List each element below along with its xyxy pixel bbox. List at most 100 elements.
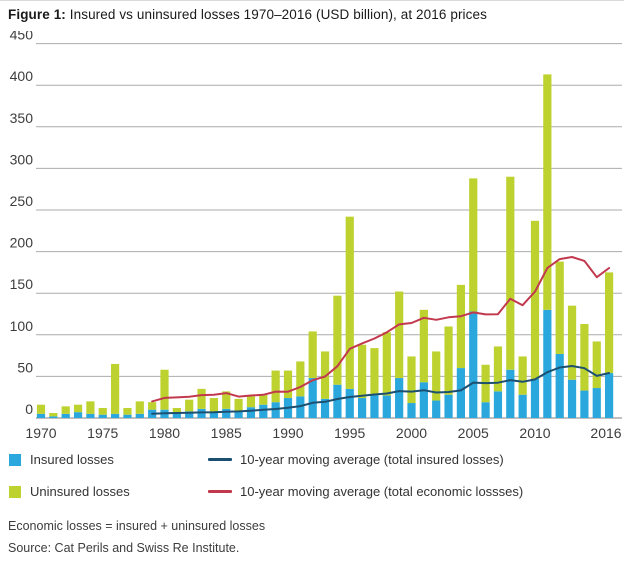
bar-insured-2007 <box>493 391 503 418</box>
bar-uninsured-2001 <box>419 309 428 383</box>
bar-uninsured-1997 <box>370 348 379 395</box>
x-tick-1985: 1985 <box>211 425 242 441</box>
bar-insured-2002 <box>432 400 441 418</box>
bar-uninsured-1998 <box>382 332 391 396</box>
bar-insured-2004 <box>456 368 465 418</box>
bar-insured-1975 <box>98 414 107 418</box>
x-axis-labels: 1970 1975 1980 1985 1990 1995 2000 2005 2010 2016 <box>25 425 621 441</box>
bar-uninsured-2014 <box>580 323 589 391</box>
y-tick-250: 250 <box>10 193 34 209</box>
bar-uninsured-1973 <box>73 404 83 413</box>
bar-insured-1987 <box>246 407 256 418</box>
figure-number-label: Figure 1: <box>8 7 66 22</box>
bar-insured-2009 <box>518 394 527 418</box>
bar-uninsured-2008 <box>506 176 515 370</box>
bar-uninsured-1978 <box>135 401 144 414</box>
bar-uninsured-1972 <box>61 406 70 414</box>
bar-uninsured-2009 <box>518 356 527 395</box>
ma-insured-line <box>151 365 611 415</box>
ma-insured-line-icon <box>208 458 232 461</box>
bar-insured-1988 <box>259 404 268 418</box>
bar-insured-1992 <box>308 378 317 418</box>
bar-insured-2011 <box>543 309 552 418</box>
bar-insured-1976 <box>111 413 120 418</box>
bar-insured-1978 <box>135 413 144 418</box>
bar-uninsured-1999 <box>395 291 404 379</box>
bar-insured-1996 <box>358 398 367 418</box>
x-tick-2016: 2016 <box>590 425 621 441</box>
bar-uninsured-1976 <box>111 363 120 414</box>
legend-uninsured-label: Uninsured losses <box>30 484 130 499</box>
x-tick-1995: 1995 <box>334 425 365 441</box>
legend-ma-insured-label: 10-year moving average (total insured lo… <box>240 452 504 467</box>
bar-insured-2010 <box>530 378 540 418</box>
legend-item-uninsured: Uninsured losses <box>9 484 130 499</box>
y-tick-450: 450 <box>10 31 34 43</box>
bar-insured-1989 <box>271 402 280 418</box>
bar-insured-1974 <box>86 413 95 418</box>
source-line: Source: Cat Perils and Swiss Re Institut… <box>8 541 240 555</box>
bar-uninsured-1991 <box>296 361 305 397</box>
bar-insured-2008 <box>506 369 515 418</box>
x-tick-1990: 1990 <box>272 425 303 441</box>
y-tick-300: 300 <box>10 151 34 167</box>
bar-insured-1995 <box>345 388 354 418</box>
bar-insured-1994 <box>333 384 342 418</box>
legend-insured-label: Insured losses <box>30 452 114 467</box>
bar-uninsured-2004 <box>456 284 465 369</box>
bar-uninsured-2002 <box>432 351 441 401</box>
bar-insured-2012 <box>555 353 564 418</box>
bar-insured-2006 <box>481 402 490 418</box>
x-tick-1970: 1970 <box>25 425 56 441</box>
bar-insured-1986 <box>234 411 243 418</box>
bar-insured-2014 <box>580 390 589 418</box>
gridlines <box>36 43 622 419</box>
bar-uninsured-1981 <box>172 408 181 414</box>
legend-item-ma-economic: 10-year moving average (total economic l… <box>208 484 523 499</box>
bar-insured-1997 <box>370 394 379 418</box>
bar-uninsured-1996 <box>358 344 367 399</box>
x-tick-1975: 1975 <box>87 425 118 441</box>
bar-insured-1984 <box>209 412 218 418</box>
bar-uninsured-1992 <box>308 331 317 379</box>
ma-economic-line-icon <box>208 490 232 493</box>
figure-title: Figure 1: Insured vs uninsured losses 19… <box>8 7 487 22</box>
bar-insured-1983 <box>197 408 206 418</box>
bar-uninsured-1984 <box>209 398 218 413</box>
bar-uninsured-2013 <box>567 305 577 380</box>
bars-group <box>36 74 614 418</box>
insured-swatch-icon <box>9 453 21 466</box>
bar-uninsured-1990 <box>283 370 293 399</box>
bar-insured-2003 <box>444 394 453 418</box>
bar-insured-1982 <box>185 411 194 418</box>
bar-uninsured-1970 <box>36 404 46 414</box>
bar-insured-1985 <box>222 408 231 418</box>
bar-uninsured-1986 <box>234 398 243 412</box>
bar-uninsured-1987 <box>246 396 256 408</box>
y-tick-100: 100 <box>10 318 34 334</box>
bar-insured-1971 <box>49 416 58 418</box>
bar-insured-1993 <box>320 398 330 418</box>
legend-ma-economic-label: 10-year moving average (total economic l… <box>240 484 524 499</box>
x-tick-1980: 1980 <box>149 425 180 441</box>
bar-uninsured-1977 <box>123 408 132 415</box>
bar-insured-2005 <box>469 311 478 418</box>
bar-uninsured-2011 <box>543 74 552 310</box>
bar-uninsured-1995 <box>345 216 354 389</box>
bar-uninsured-1994 <box>333 295 342 385</box>
bar-uninsured-2003 <box>444 326 453 395</box>
bar-uninsured-2010 <box>530 220 540 379</box>
bar-uninsured-1989 <box>271 370 280 403</box>
bar-insured-2016 <box>605 373 614 418</box>
bar-insured-1999 <box>395 378 404 418</box>
legend-item-ma-insured: 10-year moving average (total insured lo… <box>208 452 504 467</box>
bar-uninsured-1983 <box>197 388 206 409</box>
bar-uninsured-1993 <box>320 351 330 399</box>
legend-item-insured: Insured losses <box>9 452 114 467</box>
bar-uninsured-1971 <box>49 413 58 417</box>
bar-insured-1981 <box>172 413 181 418</box>
x-tick-2000: 2000 <box>396 425 427 441</box>
bar-uninsured-1979 <box>148 402 157 410</box>
y-tick-350: 350 <box>10 110 34 126</box>
bar-uninsured-1975 <box>98 408 107 415</box>
